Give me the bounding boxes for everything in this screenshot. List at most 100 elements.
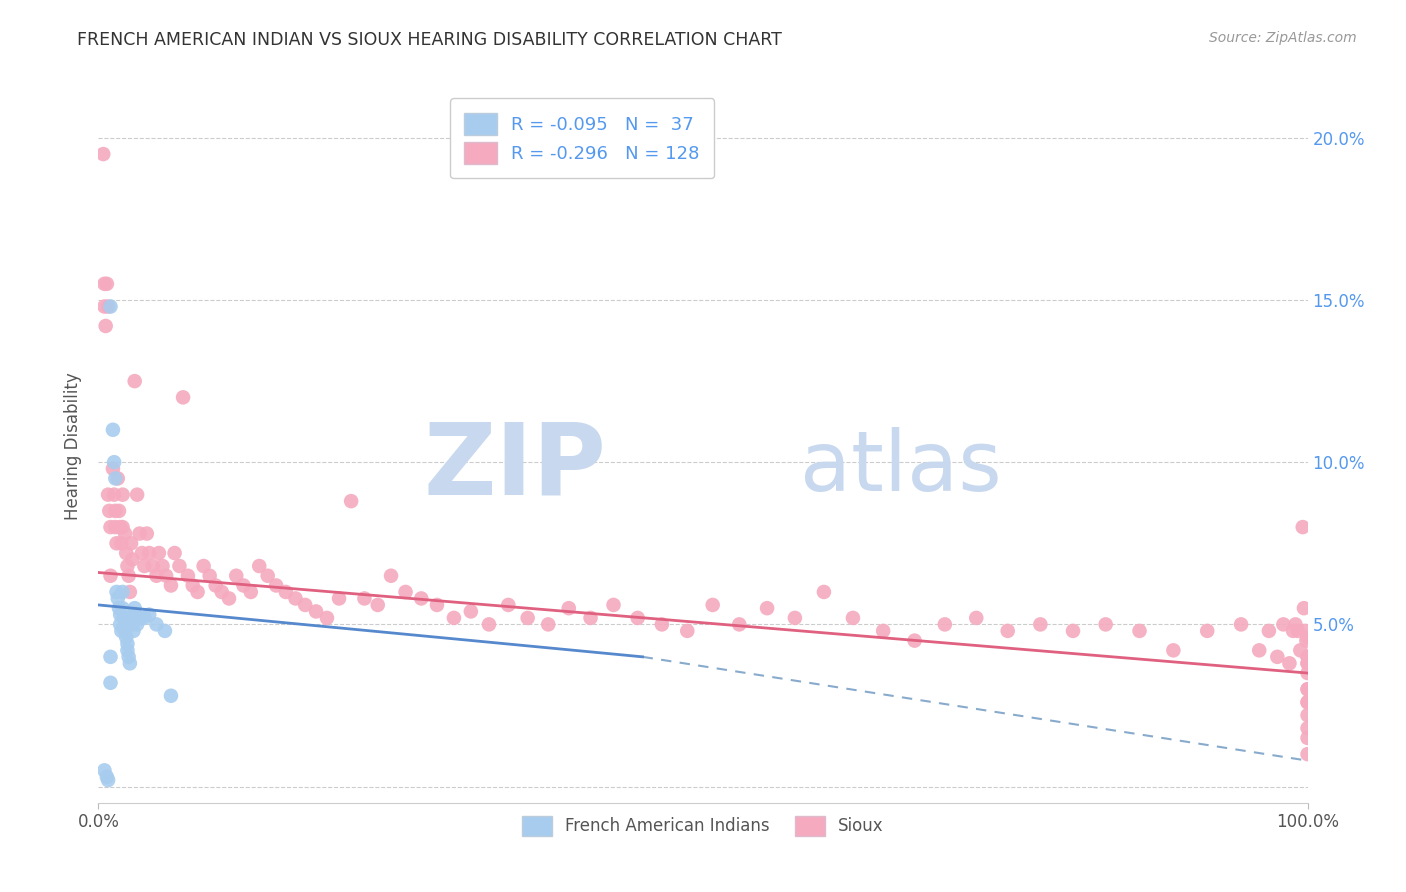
- Point: [1296, 666, 1319, 681]
- Point: [1296, 649, 1319, 664]
- Point: [108, 504, 131, 518]
- Point: [91, 147, 114, 161]
- Point: [1296, 657, 1319, 671]
- Text: ZIP: ZIP: [423, 419, 606, 516]
- Point: [627, 611, 650, 625]
- Point: [97, 773, 120, 788]
- Point: [104, 520, 127, 534]
- Point: [100, 300, 122, 314]
- Point: [1296, 731, 1319, 745]
- Point: [160, 578, 183, 592]
- Point: [101, 423, 124, 437]
- Point: [121, 617, 143, 632]
- Point: [256, 568, 278, 582]
- Point: [1296, 682, 1319, 697]
- Point: [211, 585, 233, 599]
- Point: [105, 585, 128, 599]
- Point: [152, 559, 174, 574]
- Point: [142, 559, 165, 574]
- Point: [1295, 633, 1317, 648]
- Point: [127, 617, 149, 632]
- Point: [108, 617, 131, 632]
- Point: [100, 568, 122, 582]
- Point: [111, 488, 134, 502]
- Point: [239, 585, 262, 599]
- Point: [340, 494, 363, 508]
- Point: [225, 568, 247, 582]
- Point: [122, 624, 145, 638]
- Point: [1286, 624, 1309, 638]
- Point: [305, 604, 328, 618]
- Point: [108, 601, 131, 615]
- Point: [813, 585, 835, 599]
- Point: [118, 568, 141, 582]
- Point: [1272, 617, 1295, 632]
- Point: [97, 488, 120, 502]
- Text: Source: ZipAtlas.com: Source: ZipAtlas.com: [1209, 31, 1357, 45]
- Point: [1230, 617, 1253, 632]
- Point: [1296, 708, 1319, 723]
- Point: [155, 568, 177, 582]
- Point: [129, 611, 152, 625]
- Point: [367, 598, 389, 612]
- Point: [160, 689, 183, 703]
- Point: [128, 526, 150, 541]
- Point: [1249, 643, 1271, 657]
- Point: [443, 611, 465, 625]
- Point: [153, 624, 176, 638]
- Point: [284, 591, 307, 606]
- Point: [111, 601, 134, 615]
- Point: [728, 617, 751, 632]
- Point: [516, 611, 538, 625]
- Text: FRENCH AMERICAN INDIAN VS SIOUX HEARING DISABILITY CORRELATION CHART: FRENCH AMERICAN INDIAN VS SIOUX HEARING …: [77, 31, 782, 49]
- Point: [118, 649, 141, 664]
- Point: [537, 617, 560, 632]
- Point: [177, 568, 200, 582]
- Point: [103, 488, 125, 502]
- Point: [1296, 695, 1319, 709]
- Point: [172, 390, 194, 404]
- Point: [181, 578, 204, 592]
- Point: [294, 598, 316, 612]
- Point: [193, 559, 215, 574]
- Point: [131, 546, 153, 560]
- Point: [904, 633, 927, 648]
- Point: [148, 546, 170, 560]
- Point: [232, 578, 254, 592]
- Point: [138, 607, 160, 622]
- Point: [965, 611, 987, 625]
- Point: [145, 568, 167, 582]
- Point: [558, 601, 581, 615]
- Point: [97, 300, 120, 314]
- Point: [127, 488, 149, 502]
- Point: [100, 649, 122, 664]
- Point: [134, 611, 156, 625]
- Point: [1278, 657, 1301, 671]
- Point: [1029, 617, 1052, 632]
- Point: [93, 300, 115, 314]
- Point: [117, 643, 139, 657]
- Point: [111, 585, 134, 599]
- Point: [997, 624, 1019, 638]
- Y-axis label: Hearing Disability: Hearing Disability: [65, 372, 83, 520]
- Point: [1296, 631, 1319, 645]
- Point: [134, 559, 156, 574]
- Point: [110, 624, 132, 638]
- Point: [783, 611, 806, 625]
- Point: [1292, 601, 1315, 615]
- Point: [1296, 721, 1319, 735]
- Point: [316, 611, 339, 625]
- Point: [426, 598, 449, 612]
- Point: [145, 617, 167, 632]
- Point: [125, 607, 148, 622]
- Point: [872, 624, 894, 638]
- Point: [1294, 624, 1316, 638]
- Point: [353, 591, 375, 606]
- Point: [1289, 643, 1312, 657]
- Point: [100, 675, 122, 690]
- Point: [104, 504, 127, 518]
- Legend: French American Indians, Sioux: French American Indians, Sioux: [513, 807, 893, 845]
- Point: [460, 604, 482, 618]
- Point: [101, 461, 124, 475]
- Point: [498, 598, 520, 612]
